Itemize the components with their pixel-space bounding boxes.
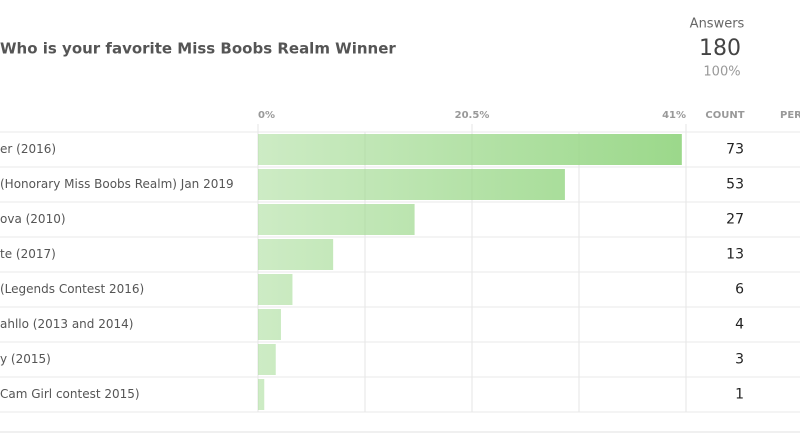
count-value: 53 [726, 177, 744, 193]
bar [258, 379, 265, 410]
count-value: 3 [735, 352, 744, 368]
x-tick-label: 0% [258, 110, 275, 121]
bar [258, 204, 415, 235]
option-label: te (2017) [0, 247, 56, 261]
option-label: (Legends Contest 2016) [0, 282, 144, 296]
bar [258, 239, 334, 270]
bar [258, 274, 293, 305]
count-value: 27 [726, 212, 744, 228]
x-tick-label: 41% [662, 110, 686, 121]
bar [258, 309, 281, 340]
count-header: COUNT [705, 110, 744, 121]
count-value: 13 [726, 247, 744, 263]
option-label: (Honorary Miss Boobs Realm) Jan 2019 [0, 177, 234, 191]
question-title: Who is your favorite Miss Boobs Realm Wi… [0, 40, 396, 58]
bar [258, 344, 276, 375]
count-value: 73 [726, 142, 744, 158]
option-label: er (2016) [0, 142, 56, 156]
count-value: 1 [735, 387, 744, 403]
count-value: 4 [735, 317, 744, 333]
option-label: ahllo (2013 and 2014) [0, 317, 133, 331]
option-label: Cam Girl contest 2015) [0, 387, 140, 401]
percent-header: PER [780, 110, 800, 121]
count-value: 6 [735, 282, 744, 298]
option-label: ova (2010) [0, 212, 66, 226]
bar [258, 169, 565, 200]
option-label: y (2015) [0, 352, 51, 366]
answers-label: Answers [690, 17, 745, 32]
bar [258, 134, 682, 165]
answers-percent: 100% [703, 65, 740, 80]
answers-count: 180 [699, 36, 741, 61]
x-tick-label: 20.5% [455, 110, 490, 121]
